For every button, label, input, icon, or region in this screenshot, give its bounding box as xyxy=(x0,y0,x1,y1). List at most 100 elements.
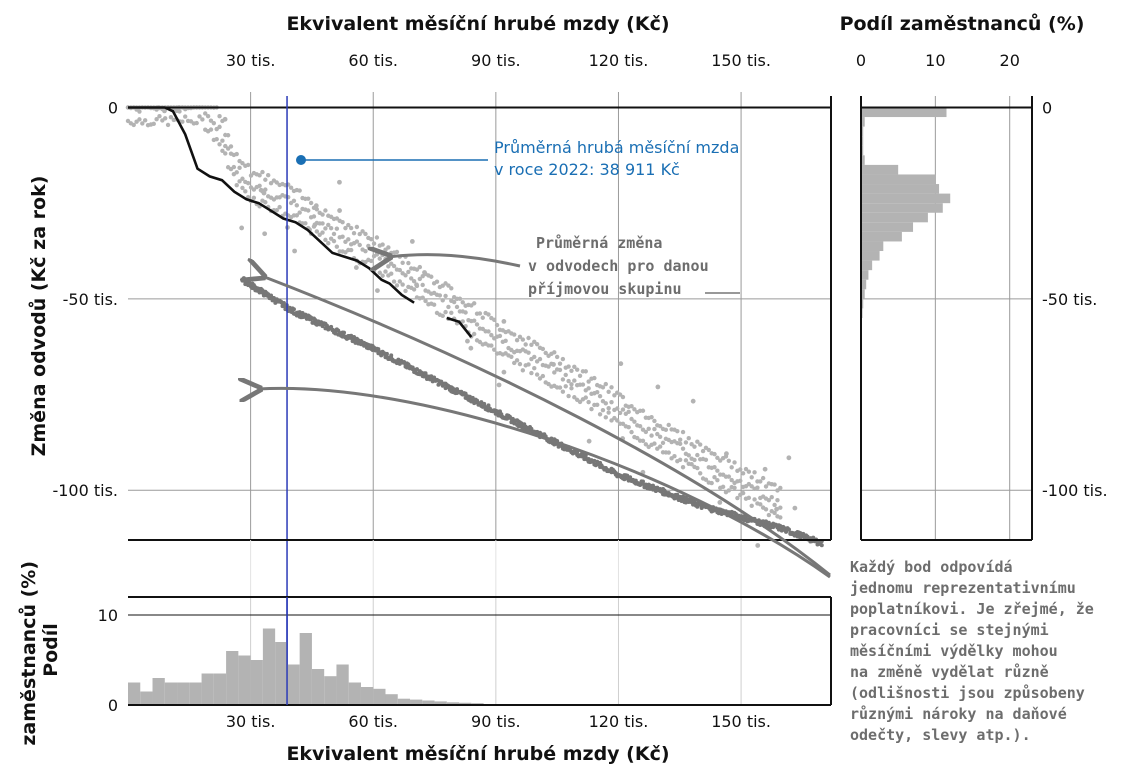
dark-point xyxy=(766,520,771,525)
light-point xyxy=(680,429,686,435)
bottom-hist-bar xyxy=(152,678,165,705)
bottom-hist-bar xyxy=(299,633,312,705)
light-point xyxy=(194,120,199,126)
light-point xyxy=(380,252,385,258)
light-point xyxy=(772,482,777,487)
light-point xyxy=(354,224,360,230)
light-point xyxy=(154,117,159,122)
right-hist-bar xyxy=(861,222,914,232)
light-point xyxy=(620,407,626,412)
light-point xyxy=(712,475,717,480)
light-point xyxy=(501,369,507,375)
bottom-hist-bar xyxy=(373,688,386,705)
light-point xyxy=(394,249,400,255)
bottom-histogram: 30 tis. 60 tis. 90 tis. 120 tis. 150 tis. 0 10 xyxy=(98,540,832,731)
bottom-x-tick-label: 120 tis. xyxy=(589,712,649,731)
light-point xyxy=(400,282,405,287)
bottom-x-tick-label: 30 tis. xyxy=(226,712,276,731)
light-point xyxy=(603,381,608,387)
light-point xyxy=(660,440,666,446)
right-y-tick-label: 0 xyxy=(1042,98,1052,117)
light-point xyxy=(563,372,568,378)
light-point xyxy=(703,457,709,463)
light-point xyxy=(234,182,239,188)
light-point xyxy=(695,452,700,458)
light-point xyxy=(377,256,382,261)
right-hist-bar xyxy=(861,298,864,309)
light-point xyxy=(497,333,503,339)
light-point xyxy=(560,389,566,394)
right-hist-bar xyxy=(861,174,936,185)
light-point xyxy=(726,488,732,493)
light-point xyxy=(223,143,228,149)
light-point xyxy=(657,444,663,449)
light-point xyxy=(251,195,257,200)
light-point xyxy=(597,393,603,399)
light-point xyxy=(261,190,267,196)
point-note-line: pracovníci se stejnými xyxy=(850,621,1049,639)
light-point xyxy=(460,319,465,324)
light-point xyxy=(540,373,546,379)
light-point xyxy=(752,497,757,502)
light-point xyxy=(675,429,680,434)
dark-point xyxy=(389,353,394,358)
dark-point xyxy=(784,529,789,534)
light-point xyxy=(755,543,761,548)
right-y-tick-label: -50 tis. xyxy=(1042,290,1097,309)
point-note-line: jednomu reprezentativnímu xyxy=(850,579,1076,597)
light-point xyxy=(183,114,188,119)
light-point xyxy=(371,241,377,246)
light-point xyxy=(762,466,768,472)
light-point xyxy=(569,386,574,391)
dark-point xyxy=(281,301,286,306)
light-point xyxy=(606,410,611,415)
light-point xyxy=(746,495,752,501)
light-point xyxy=(615,418,620,423)
light-point xyxy=(520,337,526,342)
light-point xyxy=(303,221,308,226)
top-x-tick-label: 60 tis. xyxy=(348,51,398,70)
bottom-hist-bar xyxy=(140,691,153,705)
light-point xyxy=(471,301,477,306)
light-point xyxy=(569,368,574,373)
light-point xyxy=(595,389,600,395)
light-point xyxy=(343,225,348,231)
light-point xyxy=(314,229,320,234)
light-point xyxy=(257,173,262,178)
light-point xyxy=(586,379,591,384)
right-hist-bar xyxy=(861,289,865,299)
point-note-label: Každý bod odpovídá jednomu reprezentativn… xyxy=(850,558,1094,744)
right-hist-bar xyxy=(861,231,902,242)
light-point xyxy=(457,296,463,301)
light-point xyxy=(778,485,783,491)
light-point xyxy=(414,282,419,288)
light-point xyxy=(709,480,714,486)
bottom-hist-bar xyxy=(189,682,202,705)
light-point xyxy=(755,485,760,490)
light-point xyxy=(477,311,483,316)
light-point xyxy=(551,362,556,367)
light-point xyxy=(663,427,669,433)
light-point xyxy=(334,244,340,249)
light-point xyxy=(320,221,325,226)
light-point xyxy=(471,331,477,337)
point-note-line: měsíčními výdělky mohou xyxy=(850,642,1058,660)
light-point xyxy=(440,313,445,319)
light-point xyxy=(534,372,540,377)
light-point xyxy=(557,367,563,373)
light-point xyxy=(738,478,743,483)
light-point xyxy=(626,425,631,430)
dark-point xyxy=(675,492,680,497)
light-point xyxy=(400,260,405,265)
light-point xyxy=(411,279,417,284)
light-point xyxy=(449,310,454,315)
light-point xyxy=(729,477,734,483)
light-point xyxy=(580,382,586,387)
light-point xyxy=(262,231,268,237)
bottom-hist-bar xyxy=(324,676,337,705)
light-point xyxy=(320,212,325,217)
light-point xyxy=(778,515,783,520)
light-point xyxy=(205,113,211,119)
light-point xyxy=(489,343,494,348)
light-point xyxy=(417,264,423,270)
